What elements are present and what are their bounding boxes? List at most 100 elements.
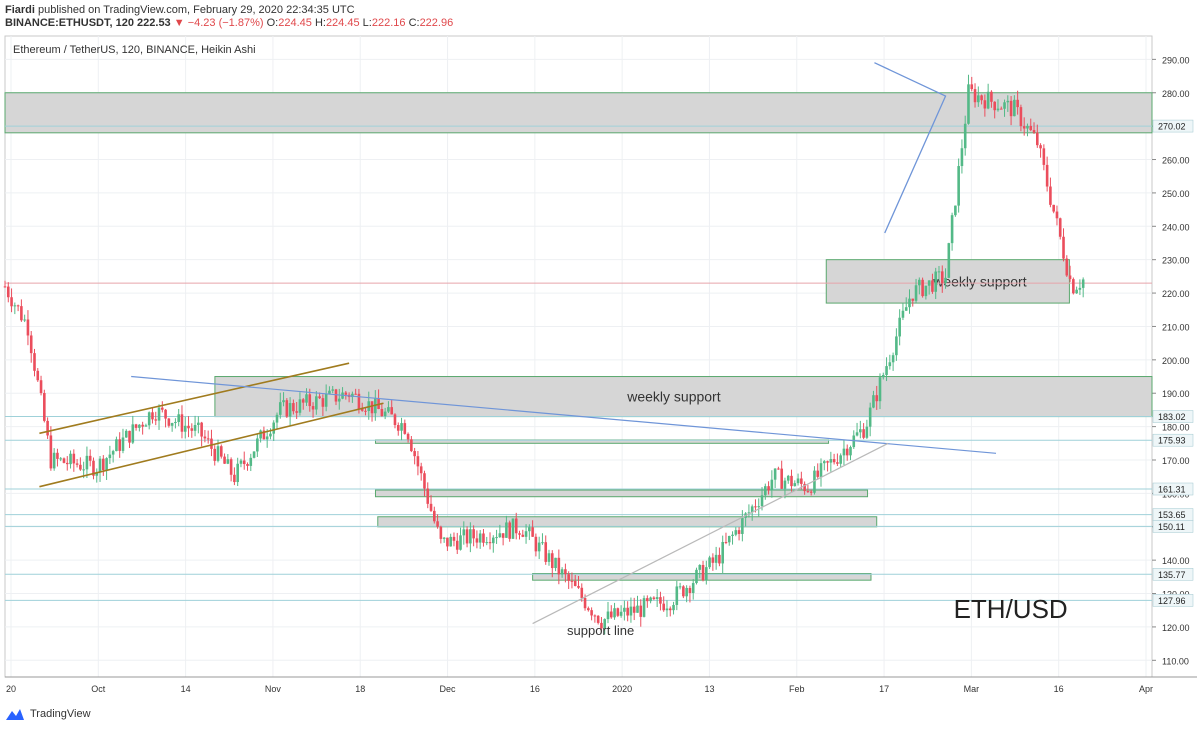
candle-body xyxy=(954,205,957,216)
open-value: 224.45 xyxy=(278,17,312,29)
x-tick-label: 20 xyxy=(6,684,16,694)
candle-body xyxy=(33,353,36,371)
zone-label: weekly support xyxy=(932,273,1026,289)
candle-body xyxy=(623,607,626,612)
level-tag-label: 153.65 xyxy=(1158,510,1186,520)
candle-body xyxy=(118,439,121,451)
candle-body xyxy=(138,424,141,428)
candle-body xyxy=(56,452,59,459)
author-name[interactable]: Fiardi xyxy=(5,4,35,16)
candle-body xyxy=(1036,132,1039,146)
candle-body xyxy=(557,557,561,575)
candle-body xyxy=(331,389,335,391)
candle-body xyxy=(131,424,135,443)
candle-body xyxy=(370,401,374,414)
candle-body xyxy=(839,455,842,464)
candle-body xyxy=(629,606,633,616)
candle-body xyxy=(960,148,964,167)
candle-body xyxy=(478,533,482,543)
candle-body xyxy=(714,554,718,563)
candle-body xyxy=(734,530,738,535)
candle-body xyxy=(49,435,53,469)
candle-body xyxy=(446,537,449,547)
candle-body xyxy=(233,474,236,483)
candle-body xyxy=(197,422,200,426)
candle-body xyxy=(518,533,521,535)
candle-body xyxy=(292,403,295,412)
candle-body xyxy=(891,355,895,363)
candle-body xyxy=(495,537,498,539)
candle-body xyxy=(721,541,724,564)
candle-body xyxy=(259,430,262,439)
candle-body xyxy=(311,406,315,410)
candle-body xyxy=(1003,102,1006,109)
level-tag-label: 127.96 xyxy=(1158,596,1186,606)
y-tick-label: 140.00 xyxy=(1162,556,1190,566)
candle-body xyxy=(691,583,695,593)
candle-body xyxy=(219,446,223,457)
candle-body xyxy=(993,101,996,111)
candle-body xyxy=(16,305,20,307)
candle-body xyxy=(360,408,364,411)
last-price: 222.53 xyxy=(137,17,171,29)
candle-body xyxy=(452,536,456,541)
candle-body xyxy=(849,447,852,456)
candle-body xyxy=(859,429,862,433)
level-tag-label: 135.77 xyxy=(1158,570,1186,580)
candle-body xyxy=(164,409,167,419)
candle-body xyxy=(701,564,705,581)
candle-body xyxy=(200,422,203,437)
candle-body xyxy=(20,306,23,321)
candle-body xyxy=(262,430,266,440)
candle-body xyxy=(272,422,276,434)
x-tick-label: Apr xyxy=(1139,684,1153,694)
y-tick-label: 230.00 xyxy=(1162,256,1190,266)
candle-body xyxy=(1075,289,1078,294)
candle-body xyxy=(950,215,954,244)
candle-body xyxy=(609,611,613,618)
candle-body xyxy=(43,393,46,421)
y-tick-label: 120.00 xyxy=(1162,623,1190,633)
y-tick-label: 180.00 xyxy=(1162,423,1190,433)
candle-body xyxy=(69,453,72,465)
candle-body xyxy=(967,84,970,124)
candle-body xyxy=(901,310,905,318)
candle-body xyxy=(544,542,548,562)
candle-body xyxy=(442,537,446,539)
support-line xyxy=(532,442,889,625)
candle-body xyxy=(616,608,620,616)
x-tick-label: 18 xyxy=(355,684,365,694)
candle-body xyxy=(102,458,105,471)
candle-body xyxy=(439,526,443,539)
candle-body xyxy=(577,585,580,588)
level-tag xyxy=(1152,520,1194,533)
candle-body xyxy=(462,529,466,536)
candle-body xyxy=(161,407,164,410)
candle-body xyxy=(593,615,597,617)
candle-body xyxy=(469,529,472,544)
candle-body xyxy=(885,366,888,375)
candle-body xyxy=(65,462,69,465)
candle-body xyxy=(174,421,177,424)
candle-body xyxy=(534,536,538,552)
candle-body xyxy=(570,580,574,582)
candle-body xyxy=(603,619,607,629)
brand-name: TradingView xyxy=(30,708,91,720)
candle-body xyxy=(419,466,423,474)
close-value: 222.96 xyxy=(419,17,454,29)
candle-body xyxy=(626,607,629,616)
candle-body xyxy=(898,317,901,337)
candle-body xyxy=(396,425,400,431)
candle-body xyxy=(760,495,764,507)
candle-body xyxy=(1068,275,1072,280)
tradingview-brand[interactable]: TradingView xyxy=(6,708,91,720)
candle-body xyxy=(773,468,777,480)
zone-label: weekly support xyxy=(626,389,720,405)
candle-body xyxy=(790,475,793,487)
candle-body xyxy=(98,458,102,473)
candle-body xyxy=(675,586,679,605)
support-zone xyxy=(377,516,878,528)
candle-body xyxy=(337,398,341,402)
candle-body xyxy=(252,451,256,458)
